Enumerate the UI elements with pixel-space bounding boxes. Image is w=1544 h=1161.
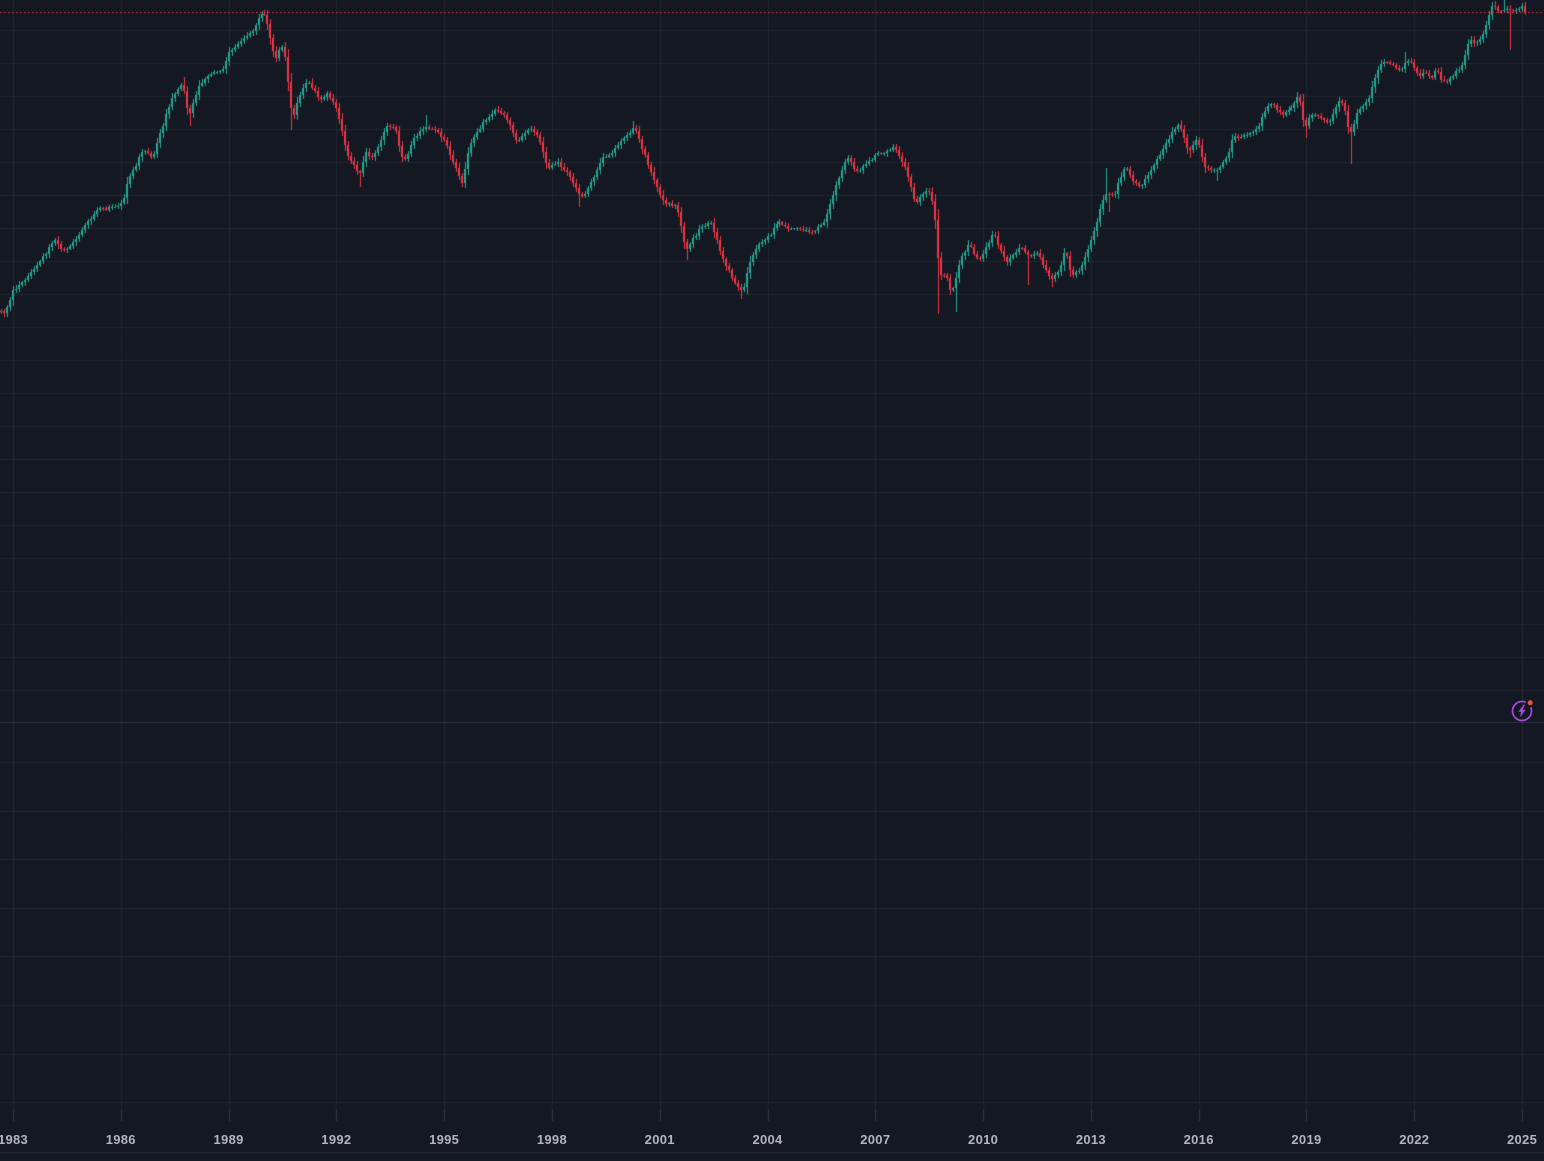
lightning-bolt-icon <box>1518 704 1526 718</box>
time-axis-year-label: 2010 <box>968 1132 999 1147</box>
time-axis-year-label: 2013 <box>1075 1132 1106 1147</box>
time-axis-year-label: 2001 <box>644 1132 675 1147</box>
time-axis-year-label: 1998 <box>536 1132 567 1147</box>
time-axis-year-label: 1989 <box>213 1132 244 1147</box>
time-axis-year-label: 2007 <box>860 1132 891 1147</box>
time-axis-year-label: 1983 <box>0 1132 29 1147</box>
notification-dot-icon <box>1525 698 1535 708</box>
time-axis-year-label: 2016 <box>1183 1132 1214 1147</box>
time-axis-year-label: 2022 <box>1399 1132 1430 1147</box>
lightning-icon-button[interactable] <box>1506 695 1538 727</box>
lightning-circle-icon <box>1511 700 1533 722</box>
time-axis[interactable]: 1983 1986 1989 1992 1995 1998 2001 2004 2007 2010… <box>0 1110 1544 1161</box>
time-axis-year-label: 1995 <box>429 1132 460 1147</box>
time-axis-year-label: 1986 <box>105 1132 136 1147</box>
time-axis-year-label: 1992 <box>321 1132 352 1147</box>
time-axis-year-label: 2025 <box>1506 1132 1538 1147</box>
time-axis-year-label: 2019 <box>1291 1132 1322 1147</box>
time-axis-year-label: 2004 <box>752 1132 783 1147</box>
